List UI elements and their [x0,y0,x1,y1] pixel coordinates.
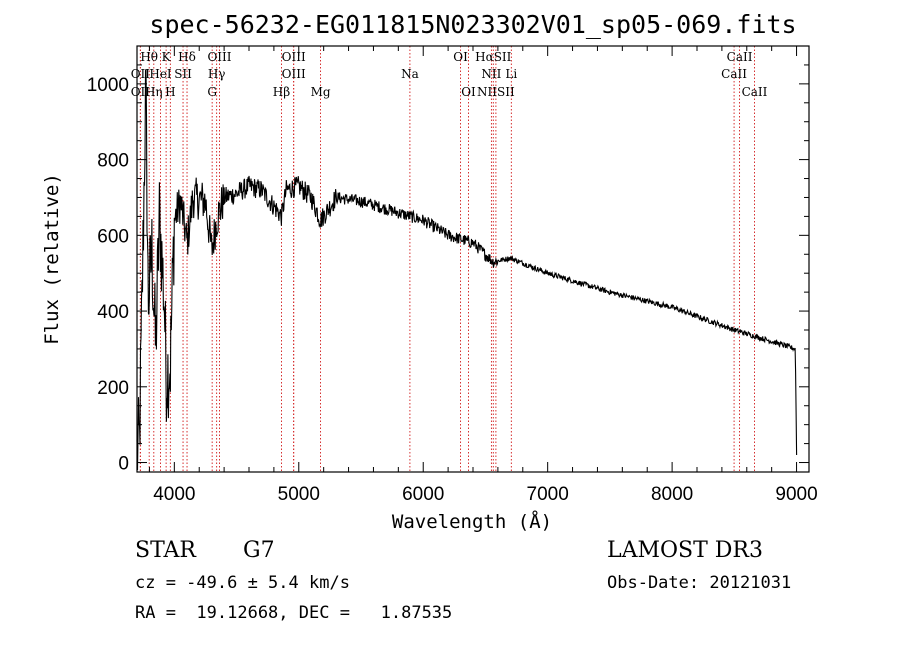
spectrum-trace [136,69,798,471]
plot-frame [136,45,810,473]
spectral-line-label: NII [481,67,501,81]
spectral-line-label: Hβ [273,85,290,99]
spectral-line-label: OII [131,67,151,81]
spectral-line-label: OIII [282,50,306,64]
spectral-line-label: Hγ [208,67,226,81]
spectral-line-label: CaII [721,67,747,81]
spectral-line-label: OIII [207,50,231,64]
chart-title: spec-56232-EG011815N023302V01_sp05-069.f… [149,10,796,39]
spectral-line-label: NIISII [477,85,515,99]
axis-ticks: 4000 5000 6000 7000 8000 9000 0 200 400 600 800 100… [87,46,818,505]
observation-date: Obs-Date: 20121031 [607,573,792,593]
spectral-line-labels: Hθ K Hδ OIII OIII OI HαSII CaII OII HeI SII Hγ OIII N… [131,50,768,99]
object-subclass: G7 [243,538,275,563]
spectral-line-label: Li [505,67,517,81]
spectral-line-label: CaII [742,85,768,99]
spectral-line-label: HeI [149,67,172,81]
y-tick-label: 1000 [87,75,129,96]
spectral-line-label: OIII [282,67,306,81]
spectral-line-label: H [165,85,175,99]
spectral-line-label: Hθ [140,50,158,64]
y-axis-label: Flux (relative) [41,173,63,345]
object-class: STAR [135,538,196,563]
survey-name: LAMOST DR3 [607,538,763,563]
y-tick-label: 800 [97,151,129,172]
x-tick-label: 9000 [775,484,817,505]
spectral-line-label: Hδ [178,50,196,64]
x-tick-label: 4000 [153,484,195,505]
redshift-velocity: cz = -49.6 ± 5.4 km/s [135,573,350,593]
sky-coordinates: RA = 19.12668, DEC = 1.87535 [135,603,453,623]
spectral-line-markers [139,46,755,472]
y-tick-label: 200 [97,378,129,399]
y-tick-label: 400 [97,302,129,323]
spectral-line-label: Na [401,67,419,81]
x-tick-label: 7000 [527,484,569,505]
spectral-line-label: K [162,50,172,64]
x-tick-label: 5000 [278,484,320,505]
spectral-line-label: Hη [145,85,163,99]
x-tick-label: 8000 [651,484,693,505]
x-tick-label: 6000 [402,484,444,505]
y-tick-label: 600 [97,226,129,247]
spectral-line-label: Mg [311,85,331,99]
spectral-line-label: OI [453,50,468,64]
spectral-line-label: SII [174,67,192,81]
spectral-line-label: OI [461,85,476,99]
x-axis-label: Wavelength (Å) [392,510,552,533]
spectral-line-label: G [207,85,217,99]
spectral-line-label: CaII [727,50,753,64]
spectral-line-label: HαSII [475,50,512,64]
y-tick-label: 0 [118,454,129,475]
